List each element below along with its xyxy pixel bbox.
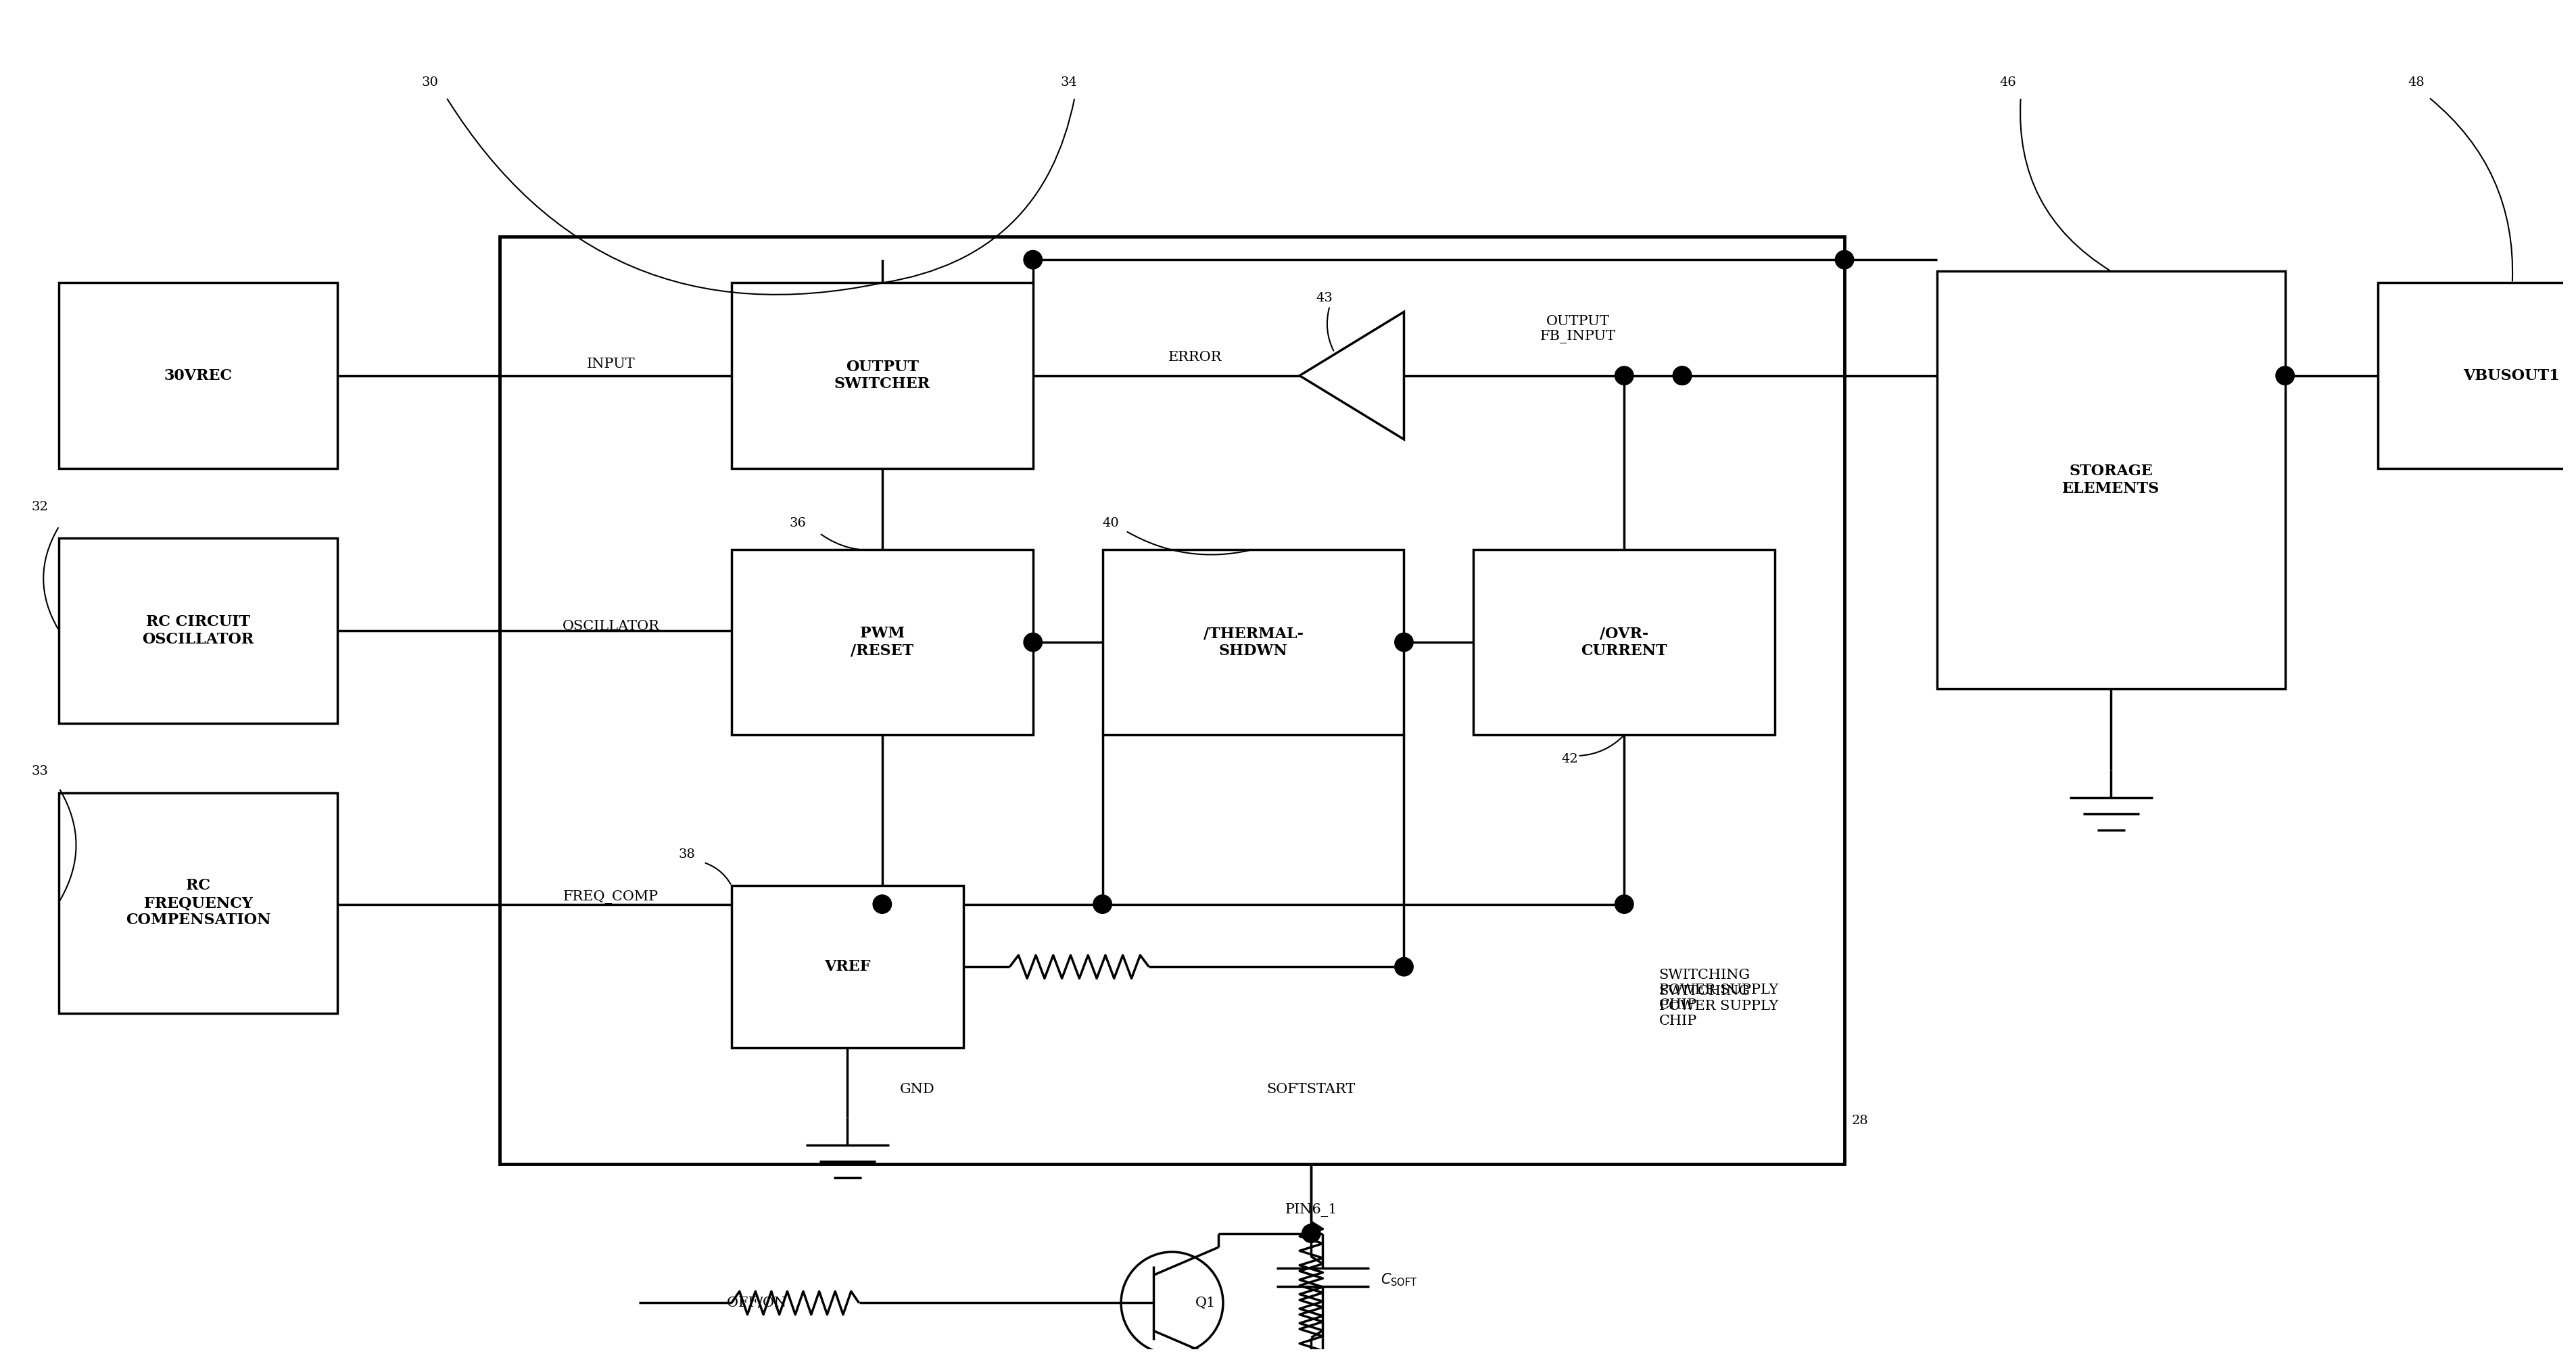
FancyBboxPatch shape — [732, 550, 1033, 735]
FancyBboxPatch shape — [59, 793, 337, 1013]
Text: RC
FREQUENCY
COMPENSATION: RC FREQUENCY COMPENSATION — [126, 879, 270, 927]
Circle shape — [1092, 895, 1113, 914]
Text: 48: 48 — [2409, 76, 2424, 88]
Text: PIN6_1: PIN6_1 — [1285, 1204, 1337, 1217]
Circle shape — [2275, 367, 2295, 385]
FancyBboxPatch shape — [59, 283, 337, 468]
Circle shape — [873, 895, 891, 914]
Circle shape — [1672, 367, 1692, 385]
FancyBboxPatch shape — [732, 283, 1033, 468]
Text: 43: 43 — [1316, 292, 1332, 305]
Text: STORAGE
ELEMENTS: STORAGE ELEMENTS — [2063, 464, 2159, 496]
Text: 36: 36 — [788, 517, 806, 529]
Text: SWITCHING
POWER SUPPLY
CHIP: SWITCHING POWER SUPPLY CHIP — [1659, 984, 1777, 1028]
Text: 30VREC: 30VREC — [165, 368, 232, 383]
Text: SWITCHING
POWER SUPPLY
CHIP: SWITCHING POWER SUPPLY CHIP — [1659, 968, 1777, 1011]
Circle shape — [1023, 250, 1043, 269]
Circle shape — [1615, 895, 1633, 914]
Text: 42: 42 — [1561, 753, 1579, 765]
Text: 34: 34 — [1061, 76, 1077, 88]
Text: 40: 40 — [1103, 517, 1118, 529]
Text: VBUSOUT1: VBUSOUT1 — [2463, 368, 2561, 383]
Text: 46: 46 — [1999, 76, 2017, 88]
Text: 28: 28 — [1852, 1114, 1868, 1127]
Text: $C_{\rm SOFT}$: $C_{\rm SOFT}$ — [1381, 1271, 1417, 1288]
Text: INPUT: INPUT — [587, 357, 636, 371]
Text: /OVR-
CURRENT: /OVR- CURRENT — [1582, 626, 1667, 658]
Text: 38: 38 — [677, 849, 696, 861]
Text: Q1: Q1 — [1195, 1297, 1216, 1309]
Circle shape — [1301, 1224, 1321, 1243]
Text: 30: 30 — [422, 76, 438, 88]
Text: -OFF/ON: -OFF/ON — [721, 1297, 786, 1309]
Circle shape — [1023, 632, 1043, 651]
Text: GND: GND — [899, 1083, 935, 1097]
Text: VREF: VREF — [824, 960, 871, 975]
Text: ERROR: ERROR — [1170, 351, 1221, 363]
Text: 33: 33 — [31, 765, 49, 777]
FancyBboxPatch shape — [2378, 283, 2576, 468]
FancyBboxPatch shape — [500, 237, 1844, 1164]
Text: /THERMAL-
SHDWN: /THERMAL- SHDWN — [1203, 626, 1303, 658]
Text: PWM
/RESET: PWM /RESET — [850, 626, 914, 658]
Text: 32: 32 — [31, 501, 49, 513]
Text: OUTPUT
FB_INPUT: OUTPUT FB_INPUT — [1540, 315, 1615, 344]
Circle shape — [1394, 957, 1414, 976]
Text: OSCILLATOR: OSCILLATOR — [562, 620, 659, 632]
Circle shape — [1672, 367, 1692, 385]
FancyBboxPatch shape — [732, 886, 963, 1048]
Circle shape — [1394, 632, 1414, 651]
Text: RC CIRCUIT
OSCILLATOR: RC CIRCUIT OSCILLATOR — [142, 615, 255, 647]
FancyBboxPatch shape — [59, 538, 337, 723]
Text: OUTPUT
SWITCHER: OUTPUT SWITCHER — [835, 360, 930, 391]
Text: FREQ_COMP: FREQ_COMP — [564, 891, 659, 904]
FancyBboxPatch shape — [1473, 550, 1775, 735]
Text: SOFTSTART: SOFTSTART — [1267, 1083, 1355, 1097]
FancyBboxPatch shape — [1937, 271, 2285, 689]
Circle shape — [1834, 250, 1855, 269]
Polygon shape — [1301, 311, 1404, 440]
Circle shape — [1615, 367, 1633, 385]
FancyBboxPatch shape — [1103, 550, 1404, 735]
